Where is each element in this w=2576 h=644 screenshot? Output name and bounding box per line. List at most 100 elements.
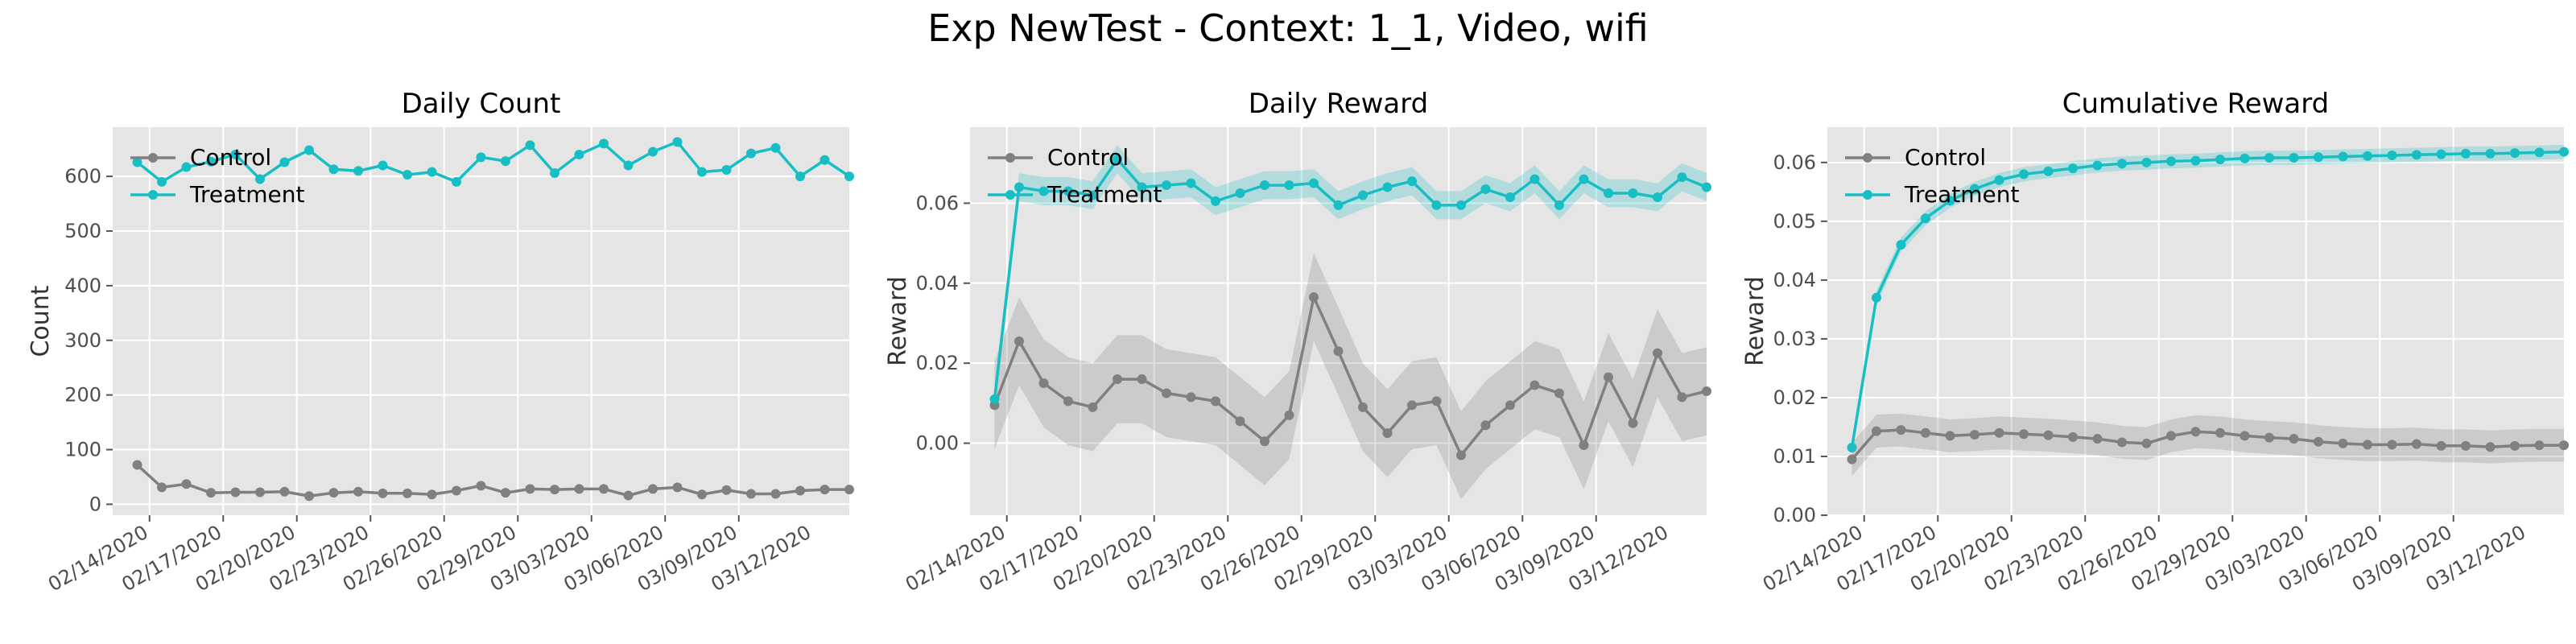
- ytick-label: 200: [64, 384, 101, 407]
- data-point-treatment: [427, 167, 437, 177]
- data-point-treatment: [2485, 148, 2496, 159]
- data-point-treatment: [1358, 190, 1368, 200]
- data-point-treatment: [1137, 182, 1147, 192]
- data-point-control: [1407, 400, 1417, 411]
- data-point-treatment: [672, 137, 683, 147]
- data-point-control: [623, 490, 634, 501]
- data-point-treatment: [304, 145, 314, 155]
- data-point-control: [1186, 392, 1196, 402]
- data-point-treatment: [1309, 178, 1319, 188]
- legend-label-control: Control: [1047, 144, 1129, 171]
- ytick-label: 0.02: [1773, 386, 1816, 409]
- data-point-treatment: [1530, 174, 1540, 184]
- data-point-control: [2289, 434, 2299, 444]
- data-point-treatment: [1211, 196, 1220, 206]
- data-point-control: [1456, 450, 1466, 460]
- data-point-treatment: [1604, 188, 1613, 198]
- data-point-treatment: [2534, 147, 2545, 158]
- data-point-control: [746, 489, 756, 499]
- data-point-control: [1211, 396, 1220, 407]
- data-point-control: [1604, 372, 1613, 382]
- data-point-control: [1872, 426, 1881, 436]
- data-point-control: [132, 460, 142, 470]
- ytick-label: 600: [64, 165, 101, 188]
- ytick-label: 0.04: [916, 272, 959, 295]
- data-point-control: [1358, 402, 1368, 412]
- data-point-control: [1653, 348, 1662, 358]
- legend-label-control: Control: [190, 144, 271, 171]
- data-point-control: [2215, 427, 2225, 438]
- data-point-treatment: [2141, 157, 2152, 167]
- data-point-control: [1113, 374, 1122, 385]
- data-point-control: [2534, 440, 2545, 451]
- data-point-treatment: [525, 140, 535, 151]
- data-point-treatment: [1994, 175, 2004, 185]
- data-point-control: [648, 484, 658, 494]
- data-point-treatment: [230, 149, 241, 159]
- legend-label-control: Control: [1905, 144, 1986, 171]
- data-point-treatment: [1088, 190, 1098, 200]
- data-point-treatment: [181, 162, 192, 172]
- data-point-control: [501, 488, 510, 498]
- data-point-control: [1088, 402, 1098, 412]
- data-point-control: [2240, 431, 2250, 441]
- data-point-control: [1260, 436, 1269, 447]
- data-point-control: [1554, 388, 1564, 398]
- data-point-treatment: [795, 171, 805, 182]
- legend-marker-treatment: [148, 190, 158, 200]
- data-point-control: [2314, 436, 2323, 447]
- data-point-treatment: [2117, 159, 2127, 169]
- data-point-treatment: [1872, 292, 1881, 303]
- data-point-treatment: [1038, 186, 1049, 196]
- data-point-control: [2264, 432, 2274, 443]
- data-point-treatment: [989, 394, 1000, 404]
- data-point-control: [1579, 440, 1589, 451]
- data-point-control: [1847, 454, 1857, 464]
- data-point-control: [2166, 431, 2176, 441]
- data-point-control: [2412, 439, 2421, 449]
- data-point-control: [2338, 438, 2348, 448]
- data-point-treatment: [2559, 147, 2569, 157]
- data-point-control: [1628, 418, 1638, 428]
- data-point-treatment: [697, 167, 707, 177]
- data-point-treatment: [1333, 200, 1344, 210]
- data-point-control: [353, 486, 363, 497]
- data-point-treatment: [1162, 180, 1171, 191]
- ytick-label: 0.04: [1773, 269, 1816, 291]
- data-point-control: [2436, 440, 2446, 451]
- data-point-treatment: [1014, 182, 1024, 192]
- ytick-label: 0.05: [1773, 210, 1816, 233]
- data-point-treatment: [1921, 213, 1930, 224]
- data-point-treatment: [721, 164, 732, 175]
- data-point-control: [1505, 400, 1515, 411]
- data-point-control: [1702, 386, 1711, 396]
- data-point-treatment: [378, 160, 388, 171]
- data-point-control: [1137, 374, 1147, 385]
- data-point-treatment: [2264, 152, 2274, 163]
- ytick-label: 0.02: [916, 352, 959, 374]
- data-point-control: [599, 484, 609, 494]
- data-point-treatment: [1653, 192, 1662, 202]
- data-point-control: [2141, 438, 2152, 448]
- data-point-control: [328, 488, 339, 498]
- data-point-treatment: [1945, 196, 1955, 206]
- data-point-treatment: [1235, 188, 1245, 198]
- data-point-treatment: [2092, 160, 2103, 171]
- ytick-label: 0.00: [916, 432, 959, 455]
- data-point-treatment: [2190, 155, 2201, 166]
- data-point-control: [2190, 427, 2201, 437]
- plot-area: [113, 127, 849, 515]
- data-point-control: [304, 491, 314, 502]
- data-point-control: [1038, 378, 1049, 389]
- data-point-control: [427, 489, 437, 500]
- data-point-control: [844, 485, 854, 495]
- data-point-treatment: [1896, 240, 1906, 250]
- data-point-control: [2117, 437, 2127, 448]
- data-point-control: [1333, 346, 1344, 357]
- data-point-treatment: [1970, 184, 1979, 194]
- data-point-control: [2068, 431, 2078, 442]
- data-point-treatment: [1677, 172, 1687, 183]
- ytick-label: 0.03: [1773, 328, 1816, 350]
- data-point-control: [1677, 392, 1687, 402]
